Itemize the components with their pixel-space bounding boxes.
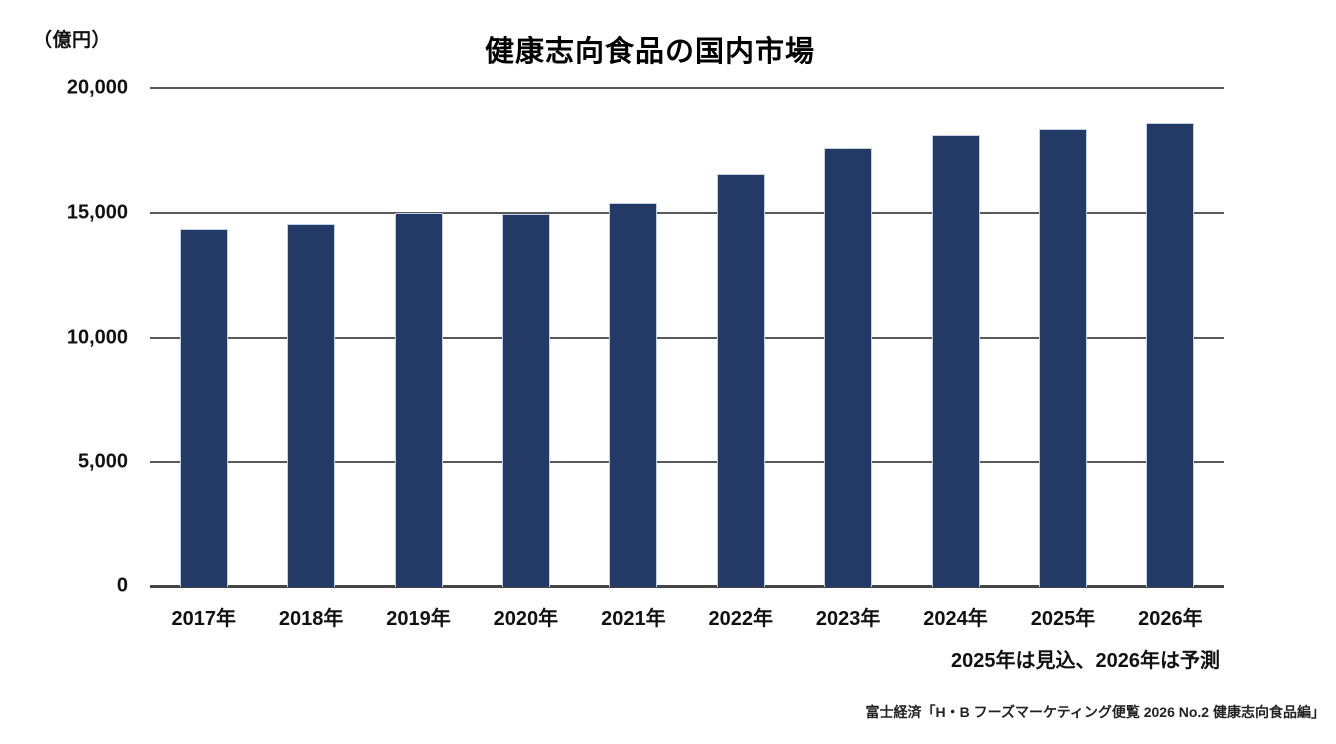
bar-2024年 xyxy=(931,135,980,587)
gridline: 5,000 xyxy=(78,451,1224,473)
bar-slot xyxy=(687,88,794,587)
plot-area: 20,000 15,000 10,000 5,000 0 xyxy=(67,77,1224,597)
bar-2017年 xyxy=(179,229,228,587)
bar-2019年 xyxy=(394,212,443,587)
bar-slot xyxy=(794,88,901,587)
x-tick-label: 2023年 xyxy=(815,608,881,630)
bar-2025年 xyxy=(1038,129,1087,587)
y-tick-label: 15,000 xyxy=(66,201,128,224)
bar-slot xyxy=(1009,88,1116,587)
x-tick-label: 2019年 xyxy=(386,608,451,630)
bar-2021年 xyxy=(609,202,658,587)
chart-title: 健康志向食品の国内市場 xyxy=(484,36,815,68)
y-tick-label: 5,000 xyxy=(77,450,128,473)
bar-slot xyxy=(580,88,687,587)
forecast-note: 2025年は見込、2026年は予測 xyxy=(951,650,1220,672)
y-tick-label: 10,000 xyxy=(66,326,128,349)
gridline: 10,000 xyxy=(67,327,1224,349)
bar-slot xyxy=(1117,88,1224,587)
bar-slot xyxy=(365,88,472,587)
bar-slot xyxy=(150,88,257,587)
x-tick-label: 2022年 xyxy=(708,608,773,630)
bar-2023年 xyxy=(824,147,873,587)
x-axis-line: 0 xyxy=(117,575,1224,597)
bar-slot xyxy=(257,88,364,587)
y-tick-label: 0 xyxy=(116,574,128,597)
gridline: 15,000 xyxy=(67,202,1224,224)
bar-2026年 xyxy=(1146,122,1195,587)
gridline: 20,000 xyxy=(67,77,1224,99)
x-tick-label: 2018年 xyxy=(278,608,344,630)
source-attribution: 富士経済「H・B フーズマーケティング便覧 2026 No.2 健康志向食品編」 xyxy=(865,704,1325,720)
x-tick-label: 2024年 xyxy=(923,608,988,630)
y-axis-unit-label: （億円） xyxy=(33,30,112,51)
x-axis-labels: 2017年 2018年 2019年 2020年 2021年 2022年 2023年 2024年… xyxy=(150,602,1224,631)
bar-series xyxy=(150,88,1224,587)
bar-2018年 xyxy=(287,224,336,587)
x-tick-label: 2026年 xyxy=(1138,608,1203,630)
x-tick-label: 2017年 xyxy=(171,608,236,630)
y-tick-label: 20,000 xyxy=(66,76,128,99)
bar-slot xyxy=(902,88,1009,587)
bar-slot xyxy=(472,88,579,587)
bar-2020年 xyxy=(501,214,550,587)
x-tick-label: 2021年 xyxy=(601,608,666,630)
bar-2022年 xyxy=(716,174,765,587)
x-tick-label: 2020年 xyxy=(493,608,559,630)
x-tick-label: 2025年 xyxy=(1030,608,1096,630)
